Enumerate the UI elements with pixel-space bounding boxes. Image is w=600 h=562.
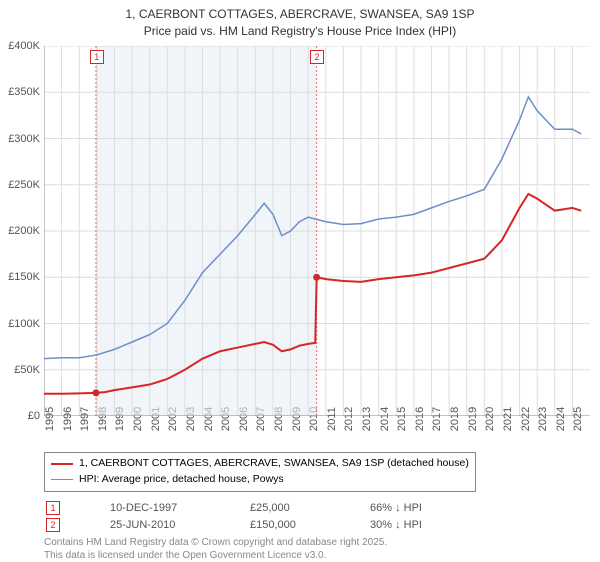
legend-item: 1, CAERBONT COTTAGES, ABERCRAVE, SWANSEA… bbox=[51, 456, 469, 472]
y-axis-label: £200K bbox=[8, 225, 40, 237]
footer-attribution: Contains HM Land Registry data © Crown c… bbox=[44, 536, 590, 562]
legend-item: HPI: Average price, detached house, Powy… bbox=[51, 472, 469, 488]
y-axis-label: £0 bbox=[28, 410, 40, 422]
y-axis-label: £50K bbox=[14, 364, 40, 376]
chart-area: £0£50K£100K£150K£200K£250K£300K£350K£400… bbox=[44, 46, 590, 416]
sale-marker: 2 bbox=[310, 50, 324, 64]
y-axis-label: £400K bbox=[8, 40, 40, 52]
legend-box: 1, CAERBONT COTTAGES, ABERCRAVE, SWANSEA… bbox=[44, 452, 476, 492]
y-axis-label: £250K bbox=[8, 179, 40, 191]
chart-title: 1, CAERBONT COTTAGES, ABERCRAVE, SWANSEA… bbox=[0, 0, 600, 40]
legend: 1, CAERBONT COTTAGES, ABERCRAVE, SWANSEA… bbox=[44, 452, 590, 562]
line-chart bbox=[44, 46, 590, 416]
y-axis-label: £350K bbox=[8, 86, 40, 98]
y-axis-label: £100K bbox=[8, 318, 40, 330]
y-axis-label: £150K bbox=[8, 271, 40, 283]
sale-marker: 1 bbox=[90, 50, 104, 64]
sale-record: 225-JUN-2010£150,00030% ↓ HPI bbox=[46, 518, 590, 532]
y-axis-label: £300K bbox=[8, 133, 40, 145]
sale-record: 110-DEC-1997£25,00066% ↓ HPI bbox=[46, 501, 590, 515]
